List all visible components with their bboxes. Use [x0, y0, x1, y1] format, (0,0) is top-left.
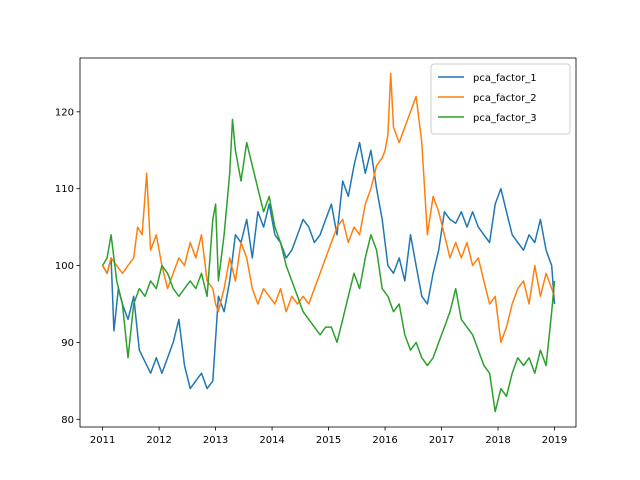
x-tick-label: 2016 [372, 435, 397, 446]
x-tick-label: 2011 [90, 435, 115, 446]
legend: pca_factor_1 pca_factor_2 pca_factor_3 [430, 63, 571, 135]
y-tick-label: 90 [61, 338, 74, 349]
y-tick-label: 100 [55, 261, 74, 272]
legend-box [430, 63, 571, 135]
y-tick-label: 80 [61, 415, 74, 426]
x-axis: 2011 2012 2013 2014 2015 2016 2017 2018 2019 [90, 427, 567, 446]
axes-frame [79, 57, 577, 428]
series-line-3 [101, 118, 556, 413]
x-tick-label: 2019 [542, 435, 567, 446]
x-tick-label: 2014 [259, 435, 284, 446]
legend-label: pca_factor_2 [473, 93, 537, 104]
series-line-1 [101, 141, 556, 390]
y-tick-label: 120 [55, 107, 74, 118]
series-line-2 [101, 72, 556, 344]
x-tick-label: 2018 [485, 435, 510, 446]
legend-label: pca_factor_3 [473, 113, 537, 124]
x-tick-label: 2013 [203, 435, 228, 446]
y-axis: 80 90 100 110 120 [55, 107, 80, 426]
y-tick-label: 110 [55, 184, 74, 195]
x-tick-label: 2012 [146, 435, 171, 446]
x-tick-label: 2015 [316, 435, 341, 446]
plot-lines [101, 72, 556, 413]
legend-label: pca_factor_1 [473, 73, 537, 84]
x-tick-label: 2017 [429, 435, 454, 446]
